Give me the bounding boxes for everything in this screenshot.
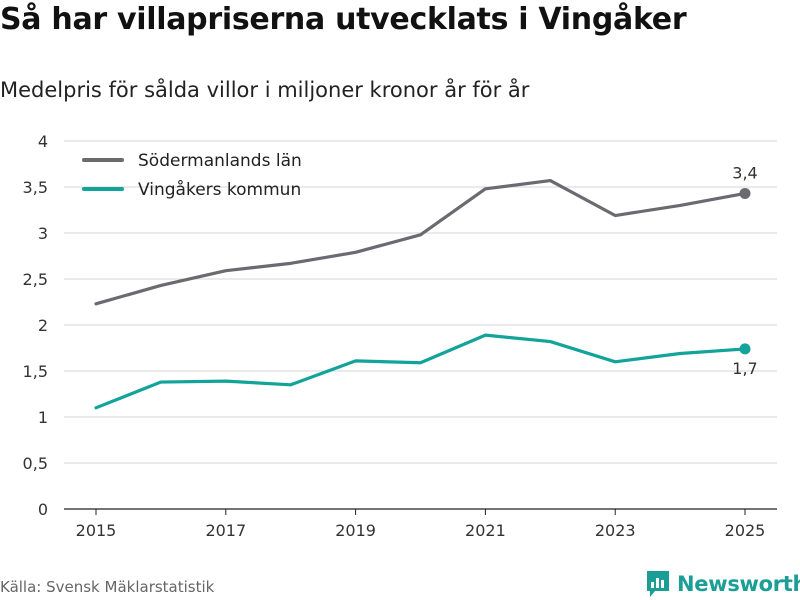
x-tick-label: 2021 xyxy=(465,521,506,540)
x-tick-label: 2017 xyxy=(205,521,246,540)
series-endpoint xyxy=(739,343,751,355)
brand-name: Newsworthy xyxy=(677,572,800,596)
y-tick-label: 2 xyxy=(38,316,48,335)
y-tick-label: 1 xyxy=(38,408,48,427)
y-tick-label: 0,5 xyxy=(23,454,48,473)
legend-label: Vingåkers kommun xyxy=(138,179,301,200)
chart-title: Så har villapriserna utvecklats i Vingåk… xyxy=(0,2,687,37)
data-label: 1,7 xyxy=(732,359,757,378)
source-note: Källa: Svensk Mäklarstatistik xyxy=(0,578,215,596)
data-label: 3,4 xyxy=(732,163,757,182)
newsworthy-logo-icon xyxy=(647,571,669,597)
x-tick-label: 2015 xyxy=(76,521,117,540)
series-line xyxy=(94,178,747,306)
series-line xyxy=(94,333,747,410)
y-tick-label: 1,5 xyxy=(23,362,48,381)
y-tick-label: 0 xyxy=(38,500,48,519)
brand-logo: Newsworthy xyxy=(645,569,800,599)
legend-label: Södermanlands län xyxy=(138,151,302,171)
y-tick-label: 4 xyxy=(38,132,48,151)
y-tick-label: 2,5 xyxy=(23,270,48,289)
x-tick-label: 2019 xyxy=(335,521,376,540)
chart-subtitle: Medelpris för sålda villor i miljoner kr… xyxy=(0,78,530,102)
series-endpoint xyxy=(739,187,751,199)
x-tick-label: 2025 xyxy=(725,521,766,540)
y-tick-label: 3,5 xyxy=(23,178,48,197)
x-tick-label: 2023 xyxy=(595,521,636,540)
y-tick-label: 3 xyxy=(38,224,48,243)
